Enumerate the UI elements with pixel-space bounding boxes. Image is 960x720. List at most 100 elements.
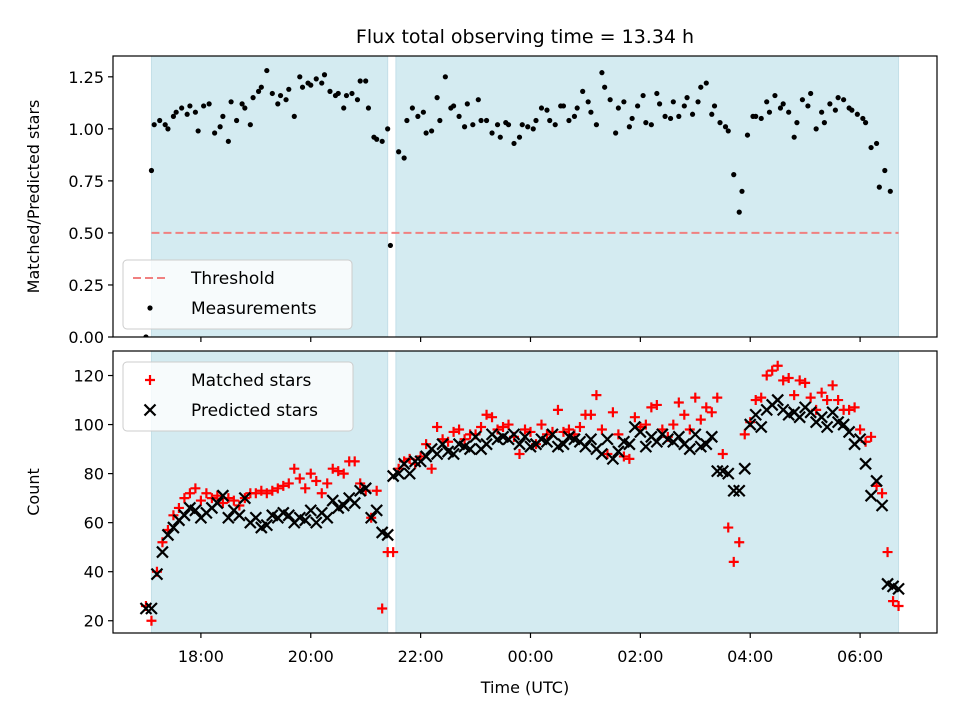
matched-point-88 (624, 453, 635, 464)
count-plot-area (139, 360, 905, 626)
predicted-point-44 (381, 528, 394, 542)
measurements-series (143, 67, 893, 337)
measurements-point-159 (868, 144, 874, 151)
predicted-point-56 (447, 447, 460, 461)
predicted-point-76 (557, 437, 570, 451)
predicted-point-109 (738, 462, 752, 475)
measurements-point-155 (849, 107, 855, 113)
measurements-point-26 (258, 84, 264, 90)
measurements-point-116 (670, 99, 676, 105)
predicted-point-26 (282, 509, 296, 522)
measurements-point-162 (882, 167, 888, 174)
predicted-point-115 (771, 393, 784, 407)
matched-point-96 (668, 419, 679, 430)
predicted-point-103 (705, 430, 719, 444)
predicted-point-59 (463, 442, 477, 456)
measurements-point-35 (299, 84, 306, 90)
count-y-tick-label-5: 120 (73, 367, 104, 386)
measurements-point-84 (525, 124, 531, 130)
measurements-point-3 (157, 117, 163, 124)
count-legend-box (122, 361, 354, 432)
measurements-point-129 (731, 172, 737, 178)
measurements-point-30 (277, 92, 284, 99)
measurements-point-92 (560, 103, 567, 109)
matched-point-35 (333, 466, 344, 477)
matched-point-72 (536, 419, 547, 430)
x-tick-label-1: 20:00 (288, 647, 334, 666)
predicted-point-34 (326, 494, 340, 507)
predicted-point-111 (749, 408, 762, 422)
predicted-point-81 (584, 433, 598, 446)
measurements-point-96 (580, 88, 586, 94)
measurements-point-106 (626, 124, 632, 130)
matched-point-30 (305, 468, 316, 479)
matched-point-77 (563, 424, 574, 435)
matched-point-126 (833, 395, 844, 406)
count-frame (112, 350, 938, 634)
measurements-point-40 (321, 72, 328, 78)
matched-point-75 (552, 404, 563, 415)
ratio-panel: 0.00 0.25 0.50 0.75 1.00 1.25 Matched/Predicte… (24, 55, 938, 347)
measurements-point-98 (588, 109, 594, 115)
matched-point-128 (844, 404, 855, 415)
predicted-point-17 (233, 509, 246, 522)
measurements-point-157 (860, 115, 866, 122)
matched-point-38 (349, 456, 360, 467)
matched-point-24 (272, 483, 283, 494)
measurements-point-158 (862, 120, 869, 126)
measurements-point-37 (308, 82, 314, 88)
measurements-point-13 (201, 103, 207, 109)
measurements-point-150 (827, 101, 833, 107)
predicted-point-106 (721, 467, 735, 480)
measurements-point-46 (349, 90, 355, 97)
measurements-point-69 (456, 113, 462, 119)
predicted-point-3 (156, 545, 169, 559)
measurements-point-140 (780, 101, 786, 107)
measurements-point-119 (684, 95, 690, 101)
matched-point-1 (146, 615, 157, 626)
measurements-point-109 (640, 92, 646, 99)
matched-point-101 (695, 414, 706, 425)
measurements-point-73 (475, 97, 481, 103)
predicted-point-83 (595, 447, 609, 461)
measurements-point-4 (162, 122, 168, 128)
x-tick-label-5: 04:00 (727, 647, 773, 666)
matched-point-11 (201, 488, 212, 499)
predicted-point-69 (518, 430, 532, 444)
measurements-point-86 (533, 117, 539, 124)
predicted-point-60 (469, 430, 482, 444)
measurements-point-147 (813, 126, 819, 132)
predicted-point-88 (623, 437, 636, 451)
matched-point-32 (316, 488, 327, 499)
measurements-point-105 (621, 99, 627, 105)
predicted-point-124 (820, 420, 834, 434)
matched-point-93 (651, 399, 662, 410)
predicted-point-22 (260, 518, 274, 532)
predicted-point-36 (337, 499, 350, 512)
matched-point-132 (866, 431, 877, 442)
predicted-point-84 (601, 433, 614, 446)
matched-point-117 (783, 372, 794, 383)
matched-point-92 (646, 402, 657, 413)
measurements-point-21 (239, 101, 245, 107)
measurements-point-27 (264, 67, 270, 74)
matched-point-26 (283, 478, 294, 489)
matched-point-23 (267, 485, 278, 496)
count-legend-label-1: Predicted stars (191, 401, 318, 421)
predicted-point-91 (639, 440, 653, 453)
matched-point-27 (289, 463, 300, 474)
measurements-point-65 (437, 117, 443, 124)
predicted-point-48 (403, 467, 416, 480)
measurements-point-28 (269, 90, 275, 97)
measurements-point-151 (832, 107, 838, 113)
measurements-point-118 (681, 103, 687, 109)
predicted-point-133 (870, 474, 883, 488)
predicted-point-125 (826, 406, 839, 419)
predicted-point-110 (743, 418, 757, 431)
measurements-point-17 (220, 113, 226, 119)
predicted-point-90 (634, 425, 647, 439)
predicted-point-40 (359, 482, 372, 495)
matched-point-109 (739, 429, 750, 440)
measurements-point-78 (497, 134, 503, 140)
matched-point-90 (635, 422, 646, 433)
